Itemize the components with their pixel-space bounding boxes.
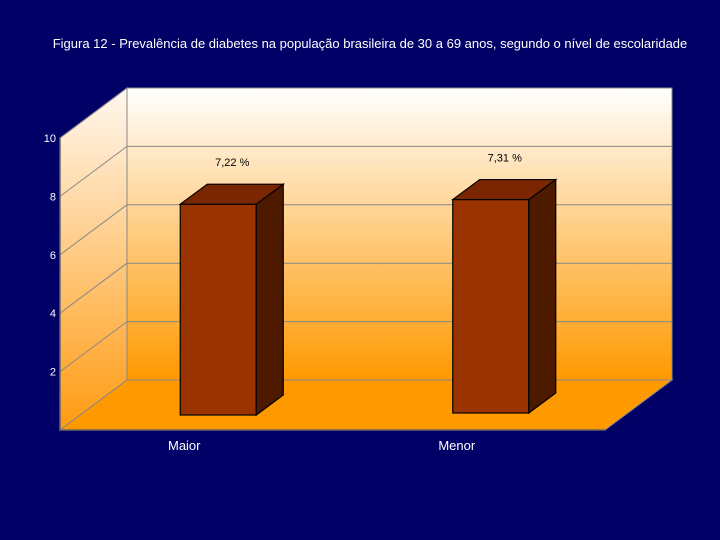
gridline	[59, 321, 128, 373]
category-label: Maior	[168, 438, 201, 453]
data-label: 7,22 %	[215, 157, 249, 169]
bar-top	[450, 178, 558, 201]
y-tick-label: 10	[44, 133, 56, 145]
bar-side	[528, 178, 557, 415]
bar-side	[255, 182, 284, 417]
gridline	[59, 204, 128, 256]
gridline	[59, 145, 128, 197]
side-wall	[59, 87, 128, 431]
floor	[58, 379, 674, 431]
y-tick-label: 8	[50, 191, 56, 203]
chart-title: Figura 12 - Prevalência de diabetes na p…	[52, 36, 688, 51]
y-tick-label: 2	[50, 367, 56, 379]
bar-front	[452, 198, 530, 414]
gridline	[59, 262, 128, 314]
bar-top	[178, 183, 286, 205]
category-label: Menor	[438, 438, 476, 453]
bar-front	[179, 203, 257, 416]
y-tick-label: 6	[50, 250, 56, 262]
data-label: 7,31 %	[488, 153, 522, 165]
gridline	[59, 87, 128, 139]
y-tick-label: 4	[50, 308, 56, 320]
